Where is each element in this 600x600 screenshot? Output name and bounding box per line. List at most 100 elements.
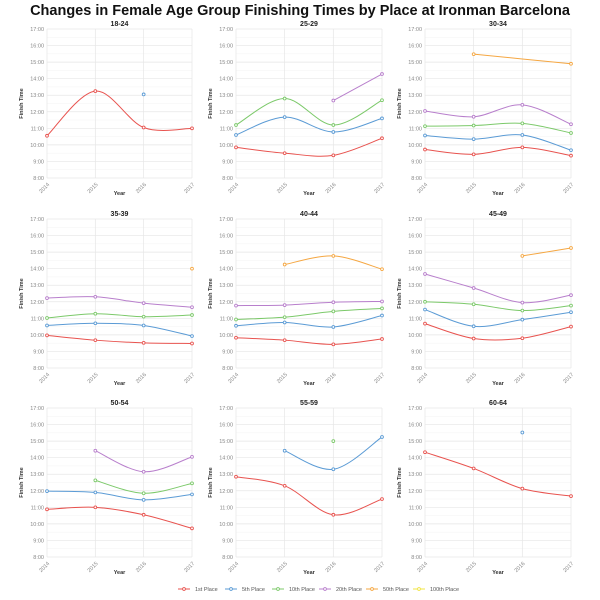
legend-marker [229,587,233,591]
data-point [141,314,146,319]
y-tick-label: 11:00 [31,316,44,322]
y-tick-label: 9:00 [411,538,422,544]
data-point [282,448,287,453]
x-tick-label: 2014 [227,182,240,195]
x-tick-label: 2015 [87,372,100,385]
data-point [93,505,98,510]
data-point [93,490,98,495]
data-point [331,342,336,347]
x-tick-label: 2016 [325,182,338,195]
x-axis-label: Year [492,381,504,387]
y-tick-label: 16:00 [219,44,233,50]
data-point [520,133,525,137]
data-point [234,335,238,340]
data-point [520,308,525,313]
series-line-5th-place [46,322,193,337]
series-line-10th-place [235,307,383,320]
x-tick-label: 2014 [416,372,429,385]
data-point [331,512,336,517]
data-point [234,133,238,137]
x-tick-label: 2016 [135,372,148,385]
y-tick-label: 13:00 [30,93,44,99]
y-tick-label: 14:00 [219,456,233,462]
data-point [471,152,476,157]
x-tick-label: 2017 [373,561,386,574]
series-line-5th-place [46,490,193,501]
data-point [141,323,146,328]
y-tick-label: 16:00 [408,44,422,50]
y-tick-label: 12:00 [30,489,44,495]
data-point [45,333,49,338]
y-tick-label: 14:00 [219,77,233,83]
data-point [331,467,336,472]
panel-title: 55-59 [300,400,318,407]
panel-title: 45-49 [489,211,507,218]
data-point [520,486,525,491]
data-point [569,494,573,498]
data-point [331,254,336,258]
data-point [282,303,287,307]
panel-35-39: 8:00 9:00 10:00 11:00 12:00 13:00 14:00 15:00 16… [19,211,196,387]
x-tick-label: 2015 [276,372,289,385]
series-line-1st-place [46,334,193,344]
y-tick-label: 8:00 [222,176,233,182]
y-tick-label: 12:00 [219,489,233,495]
panel-title: 30-34 [489,21,507,28]
y-tick-label: 13:00 [408,283,422,289]
data-point [380,98,384,103]
x-tick-label: 2017 [183,372,196,385]
y-tick-label: 14:00 [408,456,422,462]
data-point [471,466,476,471]
data-point [423,321,427,326]
y-tick-label: 13:00 [408,472,422,478]
y-tick-label: 11:00 [31,126,44,132]
y-axis-label: Finish Time [19,467,25,497]
data-point [45,507,49,512]
data-point [380,72,384,76]
data-point [423,299,427,304]
x-axis-label: Year [114,570,126,576]
y-tick-label: 9:00 [222,349,233,355]
data-point [234,474,238,479]
y-tick-label: 17:00 [30,406,44,412]
data-point [569,324,573,329]
data-point [569,122,573,127]
data-point [190,481,194,486]
y-tick-label: 12:00 [408,489,422,495]
x-tick-label: 2014 [38,372,51,385]
y-tick-label: 10:00 [219,522,233,528]
panel-30-34: 8:00 9:00 10:00 11:00 12:00 13:00 14:00 15:00 16… [397,21,575,197]
x-tick-label: 2014 [38,561,51,574]
series-line-1st-place [46,90,193,137]
y-axis-label: Finish Time [208,88,214,118]
data-point [141,92,146,97]
y-axis-label: Finish Time [208,467,214,497]
data-point [141,469,146,474]
y-tick-label: 11:00 [220,126,233,132]
data-point [331,439,336,443]
x-tick-label: 2016 [135,561,148,574]
y-tick-label: 16:00 [219,234,233,240]
legend-label: 5th Place [242,587,265,593]
y-tick-label: 11:00 [409,316,422,322]
series-line-20th-place [424,273,572,304]
x-tick-label: 2017 [183,182,196,195]
x-tick-label: 2017 [562,561,575,574]
series-line-1st-place [424,146,572,157]
data-point [282,338,287,343]
y-tick-label: 12:00 [219,300,233,306]
data-point [569,310,573,315]
y-tick-label: 8:00 [222,366,233,372]
series-line-1st-place [235,337,383,345]
legend-label: 100th Place [430,587,459,593]
series-line-20th-place [46,296,193,308]
y-tick-label: 14:00 [408,267,422,273]
y-tick-label: 13:00 [30,472,44,478]
legend-label: 20th Place [336,587,362,593]
data-point [471,137,476,141]
data-point [569,61,573,66]
legend-label: 50th Place [383,587,409,593]
y-tick-label: 14:00 [30,456,44,462]
data-point [423,450,427,455]
data-point [380,497,384,501]
